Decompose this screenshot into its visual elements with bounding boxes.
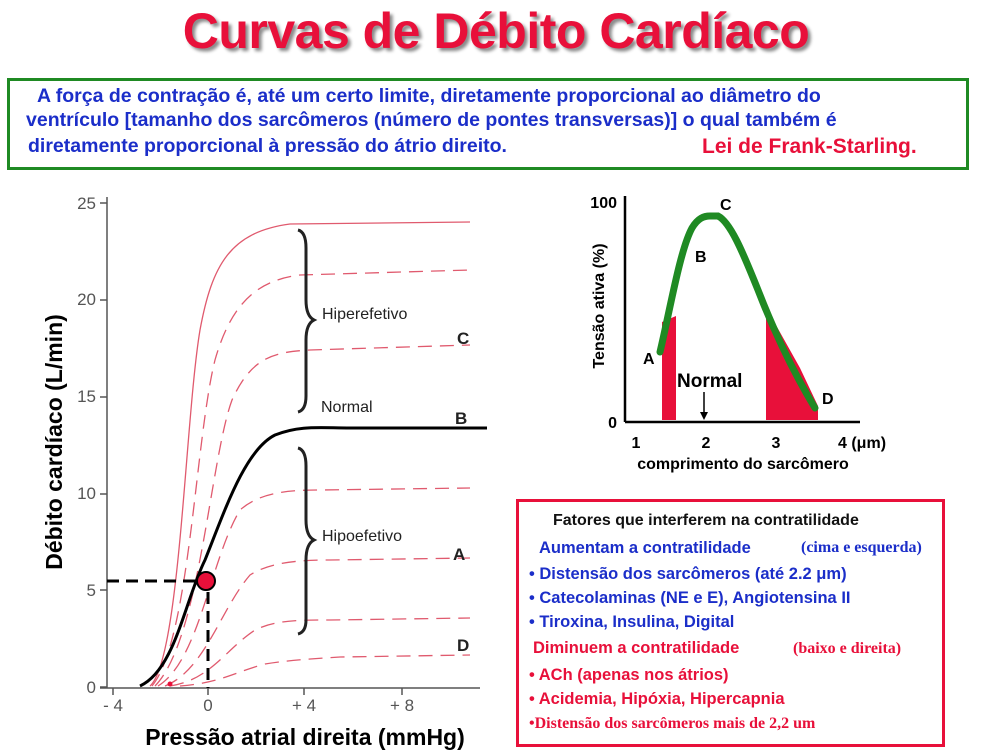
curve-hypoefective-dashed-1 bbox=[157, 487, 471, 687]
decrease-item-1: • ACh (apenas nos átrios) bbox=[529, 666, 729, 684]
inset-x-tick-4: 4 (μm) bbox=[838, 435, 886, 452]
contractility-factors-box: Fatores que interferem na contratilidade… bbox=[516, 499, 945, 747]
y-tick-label-0: 0 bbox=[87, 678, 96, 697]
inset-point-B: B bbox=[695, 249, 707, 266]
inset-y-tick-100: 100 bbox=[590, 195, 617, 212]
decrease-note: (baixo e direita) bbox=[793, 640, 902, 657]
curve-label-A: A bbox=[453, 545, 465, 564]
inset-x-axis-title: comprimento do sarcômero bbox=[637, 456, 849, 473]
curve-hyperefective-dashed-1 bbox=[151, 269, 471, 687]
increase-title: Aumentam a contratilidade bbox=[539, 539, 751, 557]
label-normal: Normal bbox=[321, 399, 373, 416]
curve-hypoefective-dashed-3 bbox=[169, 617, 471, 687]
inset-normal-label: Normal bbox=[677, 371, 742, 392]
inset-x-tick-3: 3 bbox=[772, 435, 781, 452]
inset-point-D: D bbox=[822, 391, 834, 408]
label-hyperefective: Hiperefetivo bbox=[322, 306, 407, 323]
inset-tension-curve bbox=[656, 212, 819, 412]
curve-label-D: D bbox=[457, 636, 469, 655]
main-x-axis-title: Pressão atrial direita (mmHg) bbox=[145, 724, 465, 750]
description-line-3: diretamente proporcional à pressão do át… bbox=[28, 135, 507, 157]
increase-item-3: • Tiroxina, Insulina, Digital bbox=[529, 613, 735, 631]
y-tick-label-25: 25 bbox=[77, 194, 96, 213]
x-tick-label-plus4: + 4 bbox=[292, 696, 316, 715]
curve-max-hyperefective bbox=[149, 221, 471, 687]
inset-x-tick-2: 2 bbox=[702, 435, 711, 452]
decrease-item-2: • Acidemia, Hipóxia, Hipercapnia bbox=[529, 690, 785, 708]
inset-y-tick-0: 0 bbox=[608, 415, 617, 432]
label-hypoefective: Hipoefetivo bbox=[322, 528, 402, 545]
description-line-1: A força de contração é, até um certo lim… bbox=[37, 85, 821, 107]
page-title: Curvas de Débito Cardíaco bbox=[182, 3, 810, 59]
inset-point-C: C bbox=[720, 197, 732, 214]
frank-starling-law-label: Lei de Frank-Starling. bbox=[702, 135, 917, 158]
brace-hypoefective bbox=[297, 446, 318, 636]
increase-item-1: • Distensão dos sarcômeros (até 2.2 μm) bbox=[529, 565, 847, 583]
sarcomere-tension-chart: 100 0 1 2 3 4 (μm) A B C D Normal Tensão… bbox=[590, 195, 886, 473]
inset-point-A: A bbox=[643, 351, 655, 368]
decrease-title: Diminuem a contratilidade bbox=[533, 639, 740, 657]
x-tick-label-0: 0 bbox=[203, 696, 212, 715]
y-tick-label-5: 5 bbox=[87, 581, 96, 600]
operating-point-marker bbox=[196, 571, 216, 591]
y-tick-label-15: 15 bbox=[77, 387, 96, 406]
decrease-item-3: •Distensão dos sarcômeros mais de 2,2 um bbox=[529, 715, 816, 732]
curve-label-C: C bbox=[457, 329, 469, 348]
factors-heading: Fatores que interferem na contratilidade bbox=[553, 512, 859, 529]
frank-starling-description-box: A força de contração é, até um certo lim… bbox=[7, 78, 969, 170]
brace-hyperefective bbox=[297, 228, 318, 414]
main-y-axis-title: Débito cardíaco (L/min) bbox=[41, 314, 67, 570]
increase-note: (cima e esquerda) bbox=[801, 539, 922, 556]
origin-dot bbox=[167, 681, 173, 687]
increase-item-2: • Catecolaminas (NE e E), Angiotensina I… bbox=[529, 589, 851, 607]
x-tick-label-minus4: - 4 bbox=[103, 696, 123, 715]
inset-x-tick-1: 1 bbox=[632, 435, 641, 452]
y-tick-label-20: 20 bbox=[77, 290, 96, 309]
curve-C bbox=[154, 344, 471, 687]
curve-label-B: B bbox=[455, 409, 467, 428]
inset-normal-arrow-head bbox=[700, 412, 708, 420]
description-line-2: ventrículo [tamanho dos sarcômeros (núme… bbox=[26, 109, 837, 131]
cardiac-output-chart: 0 5 10 15 20 25 - 4 0 + 4 + 8 Hi bbox=[41, 194, 487, 750]
inset-y-axis-title: Tensão ativa (%) bbox=[591, 243, 608, 368]
x-tick-label-plus8: + 8 bbox=[390, 696, 414, 715]
y-tick-label-10: 10 bbox=[77, 484, 96, 503]
curve-D bbox=[179, 654, 471, 687]
curve-B-normal bbox=[139, 426, 487, 688]
